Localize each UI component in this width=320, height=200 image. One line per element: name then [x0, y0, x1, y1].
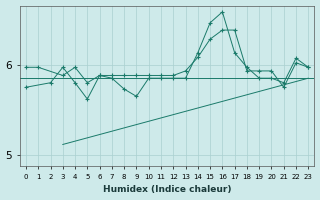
X-axis label: Humidex (Indice chaleur): Humidex (Indice chaleur): [103, 185, 231, 194]
